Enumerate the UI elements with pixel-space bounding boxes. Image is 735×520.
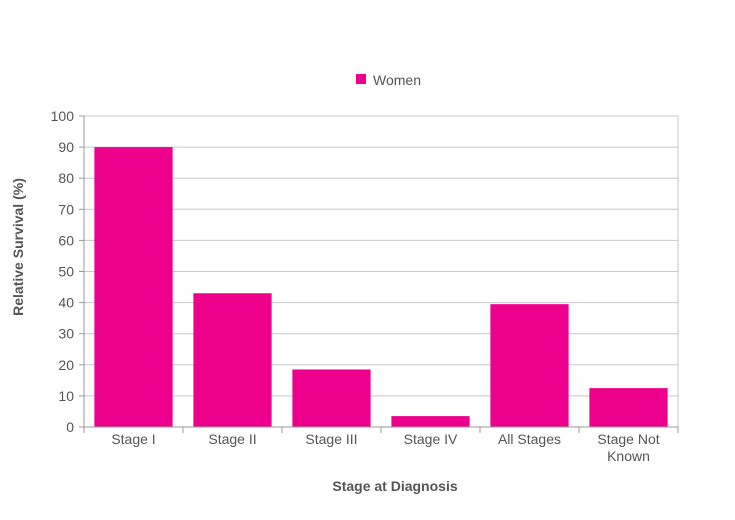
x-tick-label-line: Stage III [305, 431, 357, 447]
x-tick-label: Stage I [111, 431, 155, 447]
legend-swatch-women [356, 74, 366, 84]
x-tick-label-line: Stage I [111, 431, 155, 447]
x-tick-label: Stage Not Known [597, 431, 659, 464]
x-axis-ticks: Stage I Stage II Stage III Stage IV All Stag… [83, 427, 679, 464]
bars [94, 147, 668, 427]
y-tick-label: 0 [66, 419, 74, 435]
bar [292, 369, 371, 427]
x-tick-label-line: All Stages [498, 431, 561, 447]
x-tick-label-line: Known [607, 448, 650, 464]
x-tick-label: Stage IV [404, 431, 458, 447]
bar [94, 147, 173, 427]
y-tick-label: 30 [58, 326, 74, 342]
y-tick-label: 70 [58, 201, 74, 217]
x-tick-label-line: Stage II [208, 431, 256, 447]
y-tick-label: 80 [58, 170, 74, 186]
x-axis-title: Stage at Diagnosis [332, 478, 457, 494]
y-axis-ticks: 0 10 20 30 40 50 60 70 80 90 100 [51, 108, 84, 435]
axes [83, 116, 679, 428]
y-axis-title: Relative Survival (%) [10, 178, 26, 316]
bar [589, 388, 668, 427]
legend: Women [356, 72, 421, 88]
y-tick-label: 100 [51, 108, 75, 124]
y-tick-label: 20 [58, 357, 74, 373]
legend-label-women: Women [373, 72, 421, 88]
bar [193, 293, 272, 427]
bar [391, 416, 470, 427]
x-tick-label-line: Stage IV [404, 431, 458, 447]
y-tick-label: 60 [58, 232, 74, 248]
x-tick-label: Stage II [208, 431, 256, 447]
y-tick-label: 10 [58, 388, 74, 404]
y-tick-label: 40 [58, 295, 74, 311]
y-tick-label: 90 [58, 139, 74, 155]
bar [490, 304, 569, 427]
y-tick-label: 50 [58, 264, 74, 280]
x-tick-label: Stage III [305, 431, 357, 447]
x-tick-label-line: Stage Not [597, 431, 659, 447]
gridlines [84, 115, 678, 428]
x-tick-label: All Stages [498, 431, 561, 447]
